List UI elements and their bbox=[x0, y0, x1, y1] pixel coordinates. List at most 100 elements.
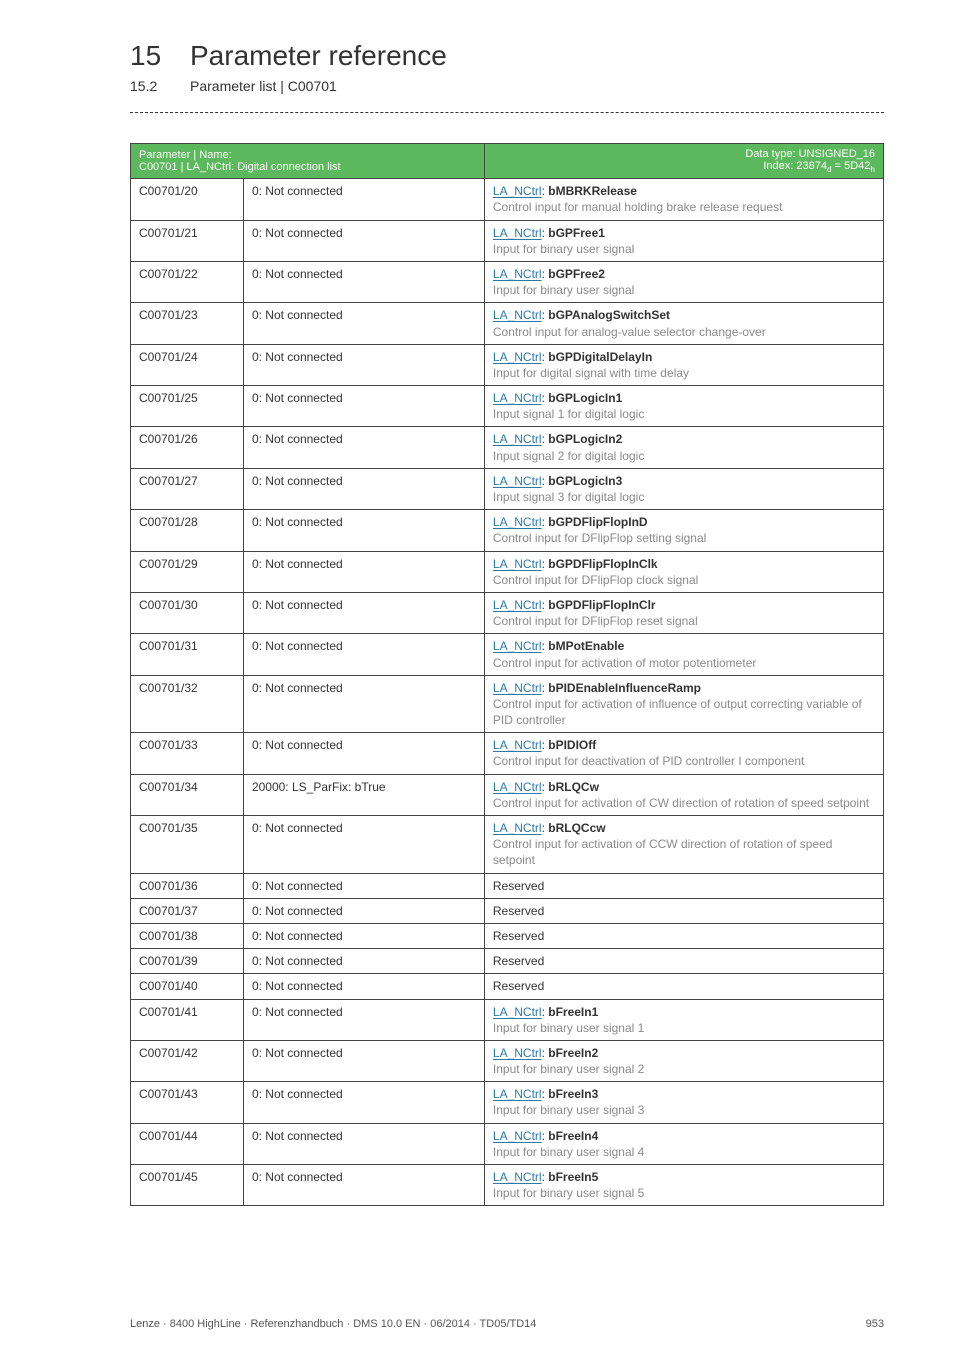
param-desc: LA_NCtrl: bGPLogicIn1Input signal 1 for … bbox=[484, 386, 883, 427]
param-state: 0: Not connected bbox=[243, 974, 484, 999]
param-link[interactable]: LA_NCtrl bbox=[493, 308, 542, 322]
param-link[interactable]: LA_NCtrl bbox=[493, 681, 542, 695]
param-state: 0: Not connected bbox=[243, 510, 484, 551]
param-varname: bMPotEnable bbox=[548, 639, 624, 653]
param-description-text: Control input for analog-value selector … bbox=[493, 324, 875, 340]
param-description-text: Control input for activation of influenc… bbox=[493, 696, 875, 728]
param-link[interactable]: LA_NCtrl bbox=[493, 738, 542, 752]
param-description-text: Control input for DFlipFlop reset signal bbox=[493, 613, 875, 629]
dash-divider bbox=[130, 112, 884, 113]
param-link[interactable]: LA_NCtrl bbox=[493, 1170, 542, 1184]
param-link[interactable]: LA_NCtrl bbox=[493, 267, 542, 281]
param-desc: Reserved bbox=[484, 974, 883, 999]
table-row: C00701/270: Not connectedLA_NCtrl: bGPLo… bbox=[131, 468, 884, 509]
param-desc: LA_NCtrl: bPIDIOffControl input for deac… bbox=[484, 733, 883, 774]
param-link[interactable]: LA_NCtrl bbox=[493, 557, 542, 571]
table-header-left-bottom: C00701 | LA_NCtrl: Digital connection li… bbox=[139, 161, 341, 173]
param-varname: bGPAnalogSwitchSet bbox=[548, 308, 670, 322]
param-link[interactable]: LA_NCtrl bbox=[493, 1129, 542, 1143]
param-link[interactable]: LA_NCtrl bbox=[493, 391, 542, 405]
table-header-right-top: Data type: UNSIGNED_16 bbox=[745, 148, 875, 160]
table-row: C00701/380: Not connectedReserved bbox=[131, 923, 884, 948]
param-state: 0: Not connected bbox=[243, 551, 484, 592]
param-description-text: Input for binary user signal 2 bbox=[493, 1061, 875, 1077]
param-state: 0: Not connected bbox=[243, 923, 484, 948]
param-description-text: Input for binary user signal 4 bbox=[493, 1144, 875, 1160]
param-state: 0: Not connected bbox=[243, 303, 484, 344]
parameter-table: Parameter | Name: C00701 | LA_NCtrl: Dig… bbox=[130, 143, 884, 1206]
footer-page-number: 953 bbox=[866, 1318, 884, 1330]
param-state: 0: Not connected bbox=[243, 634, 484, 675]
param-state: 0: Not connected bbox=[243, 220, 484, 261]
param-link[interactable]: LA_NCtrl bbox=[493, 515, 542, 529]
param-code: C00701/30 bbox=[131, 592, 244, 633]
param-code: C00701/26 bbox=[131, 427, 244, 468]
param-code: C00701/35 bbox=[131, 816, 244, 874]
param-code: C00701/31 bbox=[131, 634, 244, 675]
param-code: C00701/20 bbox=[131, 179, 244, 220]
param-code: C00701/37 bbox=[131, 898, 244, 923]
param-varname: bGPDFlipFlopInD bbox=[548, 515, 647, 529]
param-desc: LA_NCtrl: bGPFree1Input for binary user … bbox=[484, 220, 883, 261]
param-state: 0: Not connected bbox=[243, 898, 484, 923]
param-varname: bPIDIOff bbox=[548, 738, 596, 752]
param-link[interactable]: LA_NCtrl bbox=[493, 1046, 542, 1060]
param-link[interactable]: LA_NCtrl bbox=[493, 184, 542, 198]
table-row: C00701/390: Not connectedReserved bbox=[131, 949, 884, 974]
param-varname: bGPLogicIn1 bbox=[548, 391, 622, 405]
param-varname: bFreeIn2 bbox=[548, 1046, 598, 1060]
param-state: 0: Not connected bbox=[243, 999, 484, 1040]
param-link[interactable]: LA_NCtrl bbox=[493, 1005, 542, 1019]
table-row: C00701/260: Not connectedLA_NCtrl: bGPLo… bbox=[131, 427, 884, 468]
table-row: C00701/290: Not connectedLA_NCtrl: bGPDF… bbox=[131, 551, 884, 592]
param-varname: bGPDFlipFlopInClr bbox=[548, 598, 655, 612]
param-link[interactable]: LA_NCtrl bbox=[493, 1087, 542, 1101]
param-link[interactable]: LA_NCtrl bbox=[493, 780, 542, 794]
param-varname: bFreeIn1 bbox=[548, 1005, 598, 1019]
param-code: C00701/42 bbox=[131, 1040, 244, 1081]
param-description-text: Input for binary user signal 1 bbox=[493, 1020, 875, 1036]
param-varname: bFreeIn4 bbox=[548, 1129, 598, 1143]
param-link[interactable]: LA_NCtrl bbox=[493, 821, 542, 835]
param-desc: LA_NCtrl: bGPLogicIn2Input signal 2 for … bbox=[484, 427, 883, 468]
param-link[interactable]: LA_NCtrl bbox=[493, 350, 542, 364]
param-desc: LA_NCtrl: bFreeIn1Input for binary user … bbox=[484, 999, 883, 1040]
param-state: 0: Not connected bbox=[243, 816, 484, 874]
footer-left: Lenze · 8400 HighLine · Referenzhandbuch… bbox=[130, 1318, 536, 1330]
section-title: Parameter list | C00701 bbox=[190, 78, 337, 94]
param-desc: Reserved bbox=[484, 949, 883, 974]
param-state: 0: Not connected bbox=[243, 733, 484, 774]
param-state: 0: Not connected bbox=[243, 1123, 484, 1164]
param-state: 0: Not connected bbox=[243, 427, 484, 468]
param-state: 0: Not connected bbox=[243, 468, 484, 509]
table-row: C00701/430: Not connectedLA_NCtrl: bFree… bbox=[131, 1082, 884, 1123]
table-row: C00701/310: Not connectedLA_NCtrl: bMPot… bbox=[131, 634, 884, 675]
param-desc: LA_NCtrl: bMBRKReleaseControl input for … bbox=[484, 179, 883, 220]
table-header-right-bottom: Index: 23874d = 5D42h bbox=[763, 160, 875, 172]
param-code: C00701/21 bbox=[131, 220, 244, 261]
param-description-text: Input for binary user signal bbox=[493, 241, 875, 257]
param-state: 0: Not connected bbox=[243, 675, 484, 733]
param-varname: bGPFree1 bbox=[548, 226, 605, 240]
param-link[interactable]: LA_NCtrl bbox=[493, 432, 542, 446]
param-description-text: Control input for deactivation of PID co… bbox=[493, 753, 875, 769]
param-varname: bFreeIn3 bbox=[548, 1087, 598, 1101]
param-link[interactable]: LA_NCtrl bbox=[493, 598, 542, 612]
table-header-left-top: Parameter | Name: bbox=[139, 149, 232, 161]
table-header-left: Parameter | Name: C00701 | LA_NCtrl: Dig… bbox=[131, 144, 485, 179]
param-description-text: Control input for manual holding brake r… bbox=[493, 199, 875, 215]
param-code: C00701/39 bbox=[131, 949, 244, 974]
param-link[interactable]: LA_NCtrl bbox=[493, 474, 542, 488]
table-row: C00701/400: Not connectedReserved bbox=[131, 974, 884, 999]
param-code: C00701/34 bbox=[131, 774, 244, 815]
table-row: C00701/370: Not connectedReserved bbox=[131, 898, 884, 923]
param-link[interactable]: LA_NCtrl bbox=[493, 226, 542, 240]
param-desc: LA_NCtrl: bGPDigitalDelayInInput for dig… bbox=[484, 344, 883, 385]
param-link[interactable]: LA_NCtrl bbox=[493, 639, 542, 653]
param-code: C00701/45 bbox=[131, 1165, 244, 1206]
param-code: C00701/28 bbox=[131, 510, 244, 551]
table-row: C00701/360: Not connectedReserved bbox=[131, 873, 884, 898]
param-description-text: Input for binary user signal 5 bbox=[493, 1185, 875, 1201]
param-desc: Reserved bbox=[484, 898, 883, 923]
param-code: C00701/24 bbox=[131, 344, 244, 385]
